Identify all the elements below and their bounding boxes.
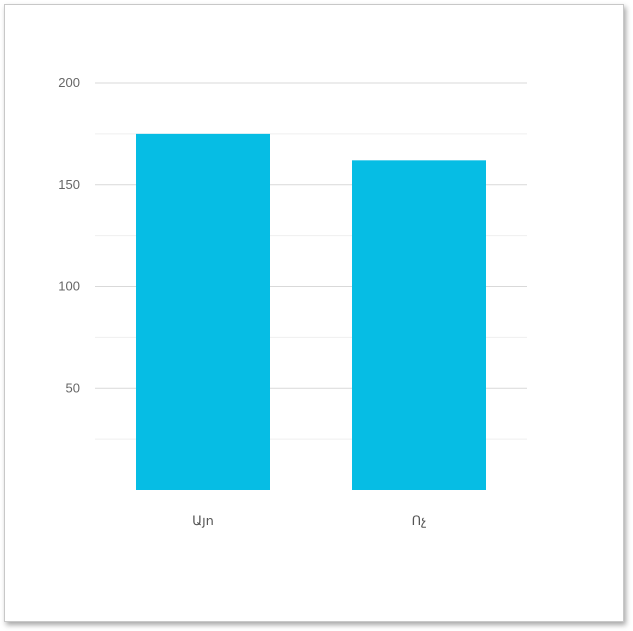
chart-frame — [4, 4, 624, 622]
bars — [136, 133, 486, 490]
y-tick-label: 100 — [58, 279, 80, 294]
bar-1 — [136, 133, 270, 490]
x-category-label: Այո — [192, 513, 214, 528]
x-category-label: Ոչ — [412, 513, 427, 528]
y-tick-label: 200 — [58, 75, 80, 90]
bar-2 — [352, 160, 486, 490]
x-axis-category-labels: Այո Ոչ — [192, 513, 426, 528]
y-tick-label: 150 — [58, 177, 80, 192]
y-tick-label: 50 — [66, 380, 80, 395]
y-axis-tick-labels: 50 100 150 200 — [58, 75, 80, 395]
